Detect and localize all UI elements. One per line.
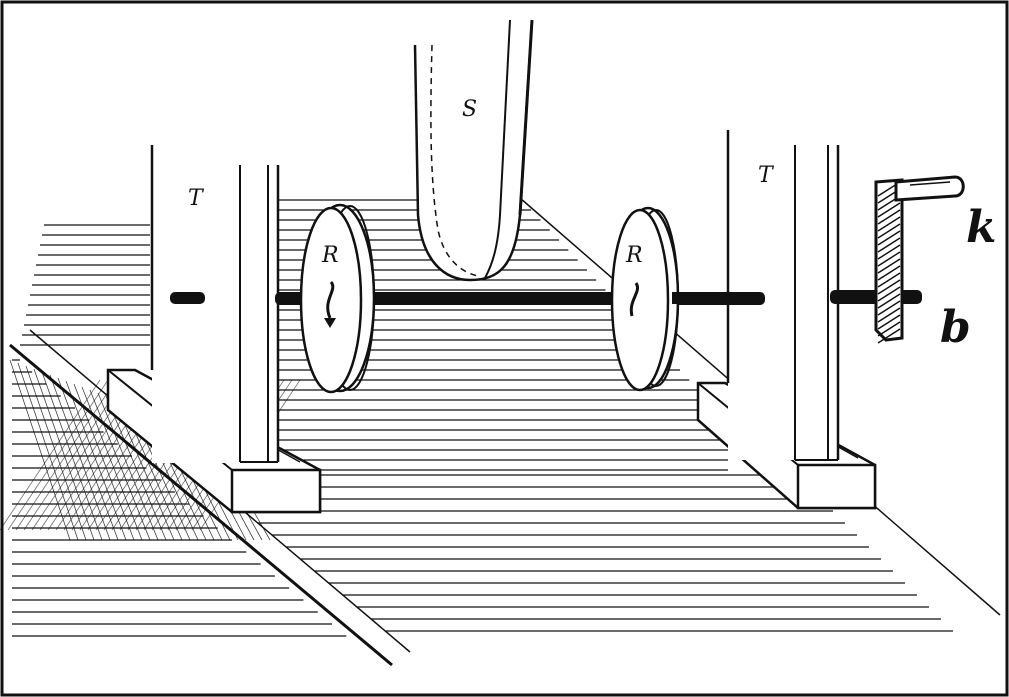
crank-hatch-line xyxy=(877,307,901,323)
hatch-line xyxy=(73,383,135,541)
hatch-line xyxy=(57,377,119,541)
crank-hatch-line xyxy=(877,314,901,330)
label-wheel-right: R xyxy=(625,243,643,268)
crank-hatch-line xyxy=(877,265,901,281)
shoe-block xyxy=(413,19,534,282)
crank-hatch-line xyxy=(877,258,901,274)
right-wheel xyxy=(610,206,690,392)
crank-hatch-line xyxy=(877,251,901,267)
left-stand xyxy=(150,145,280,463)
hatch-line xyxy=(65,380,127,541)
hatch-line xyxy=(15,379,117,531)
label-wheel-left: R xyxy=(321,243,339,268)
hatch-line xyxy=(7,379,109,531)
crank-hatch-line xyxy=(877,244,901,260)
crank-hatch-line xyxy=(877,272,901,288)
hatch-line xyxy=(25,365,87,541)
crank-hatch-line xyxy=(877,279,901,295)
crank-hatch-line xyxy=(877,293,901,309)
label-axle: b xyxy=(940,302,971,353)
crank-hatch-line xyxy=(877,230,901,246)
crank-hatch-line xyxy=(877,202,901,218)
crank-hatch-line xyxy=(877,300,901,316)
crank-handle xyxy=(874,175,965,344)
crank-hatch-line xyxy=(877,321,901,337)
hatch-line xyxy=(105,395,167,541)
crank-hatch-line xyxy=(877,209,901,225)
crank-hatch-line xyxy=(877,237,901,253)
left-wheel xyxy=(299,203,376,394)
hatch-line xyxy=(89,389,151,541)
hatch-line xyxy=(17,362,79,541)
label-shoe: S xyxy=(462,97,477,122)
label-stand-left: T xyxy=(188,186,205,211)
hatch-line xyxy=(81,386,143,541)
hatch-line xyxy=(97,392,159,541)
crank-hatch-line xyxy=(877,328,901,344)
label-stand-right: T xyxy=(758,163,775,188)
hatch-line xyxy=(0,379,101,531)
crank-hatch-line xyxy=(877,216,901,232)
hatch-line xyxy=(9,359,71,541)
label-crank: k xyxy=(966,202,997,253)
crank-hatch-line xyxy=(877,223,901,239)
crank-hatch-line xyxy=(877,286,901,302)
